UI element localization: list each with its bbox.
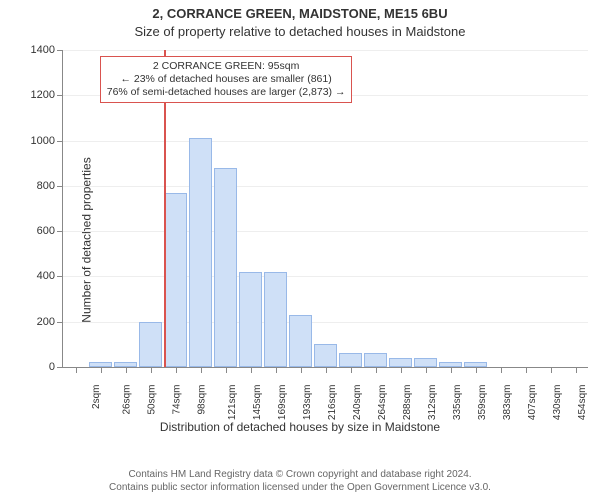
x-tick [226, 367, 227, 373]
annotation-box: 2 CORRANCE GREEN: 95sqm← 23% of detached… [100, 56, 353, 103]
x-tick-label: 216sqm [327, 385, 338, 421]
x-tick-label: 121sqm [227, 385, 238, 421]
page-subtitle: Size of property relative to detached ho… [0, 22, 600, 40]
plot-area: 02004006008001000120014002sqm26sqm50sqm7… [62, 50, 588, 368]
gridline [63, 50, 588, 51]
x-tick-label: 240sqm [352, 385, 363, 421]
x-tick [551, 367, 552, 373]
histogram-bar [289, 315, 312, 367]
x-tick-label: 2sqm [90, 385, 101, 409]
y-tick-label: 600 [37, 225, 63, 237]
x-tick [401, 367, 402, 373]
footnote-line-2: Contains public sector information licen… [0, 481, 600, 494]
x-tick-label: 383sqm [502, 385, 513, 421]
x-tick-label: 145sqm [252, 385, 263, 421]
x-tick [126, 367, 127, 373]
x-tick [376, 367, 377, 373]
histogram-bar [414, 358, 437, 367]
footnote: Contains HM Land Registry data © Crown c… [0, 468, 600, 494]
x-tick [151, 367, 152, 373]
x-tick [351, 367, 352, 373]
y-tick-label: 800 [37, 180, 63, 192]
x-tick [201, 367, 202, 373]
x-tick [501, 367, 502, 373]
annotation-line: 2 CORRANCE GREEN: 95sqm [107, 60, 346, 73]
histogram-bar [189, 138, 212, 367]
x-tick [451, 367, 452, 373]
y-tick-label: 200 [37, 316, 63, 328]
y-tick-label: 0 [49, 361, 63, 373]
histogram-bar [239, 272, 262, 367]
y-tick-label: 1400 [31, 44, 63, 56]
x-axis-label: Distribution of detached houses by size … [0, 420, 600, 434]
x-tick-label: 359sqm [477, 385, 488, 421]
x-tick-label: 169sqm [277, 385, 288, 421]
chart-container: Number of detached properties 0200400600… [0, 40, 600, 440]
histogram-bar [389, 358, 412, 367]
x-tick [101, 367, 102, 373]
x-tick-label: 312sqm [427, 385, 438, 421]
x-tick [176, 367, 177, 373]
x-tick [276, 367, 277, 373]
x-tick-label: 264sqm [377, 385, 388, 421]
x-tick [476, 367, 477, 373]
x-tick-label: 407sqm [527, 385, 538, 421]
x-tick-label: 50sqm [146, 385, 157, 415]
histogram-bar [364, 353, 387, 367]
x-tick-label: 454sqm [577, 385, 588, 421]
annotation-line: 76% of semi-detached houses are larger (… [107, 86, 346, 99]
x-tick-label: 98sqm [196, 385, 207, 415]
x-tick [301, 367, 302, 373]
histogram-bar [139, 322, 162, 367]
page-title: 2, CORRANCE GREEN, MAIDSTONE, ME15 6BU [0, 0, 600, 22]
gridline [63, 276, 588, 277]
y-tick-label: 1200 [31, 89, 63, 101]
y-tick-label: 1000 [31, 135, 63, 147]
histogram-bar [264, 272, 287, 367]
y-tick-label: 400 [37, 270, 63, 282]
footnote-line-1: Contains HM Land Registry data © Crown c… [0, 468, 600, 481]
x-tick [251, 367, 252, 373]
annotation-line: ← 23% of detached houses are smaller (86… [107, 73, 346, 86]
x-tick-label: 430sqm [552, 385, 563, 421]
gridline [63, 231, 588, 232]
x-tick-label: 335sqm [452, 385, 463, 421]
x-tick [326, 367, 327, 373]
x-tick [576, 367, 577, 373]
gridline [63, 141, 588, 142]
x-tick [526, 367, 527, 373]
x-tick-label: 193sqm [302, 385, 313, 421]
x-tick-label: 74sqm [171, 385, 182, 415]
x-tick [76, 367, 77, 373]
histogram-bar [164, 193, 187, 367]
histogram-bar [214, 168, 237, 367]
x-tick [426, 367, 427, 373]
histogram-bar [314, 344, 337, 367]
histogram-bar [339, 353, 362, 367]
x-tick-label: 26sqm [121, 385, 132, 415]
x-tick-label: 288sqm [402, 385, 413, 421]
gridline [63, 186, 588, 187]
